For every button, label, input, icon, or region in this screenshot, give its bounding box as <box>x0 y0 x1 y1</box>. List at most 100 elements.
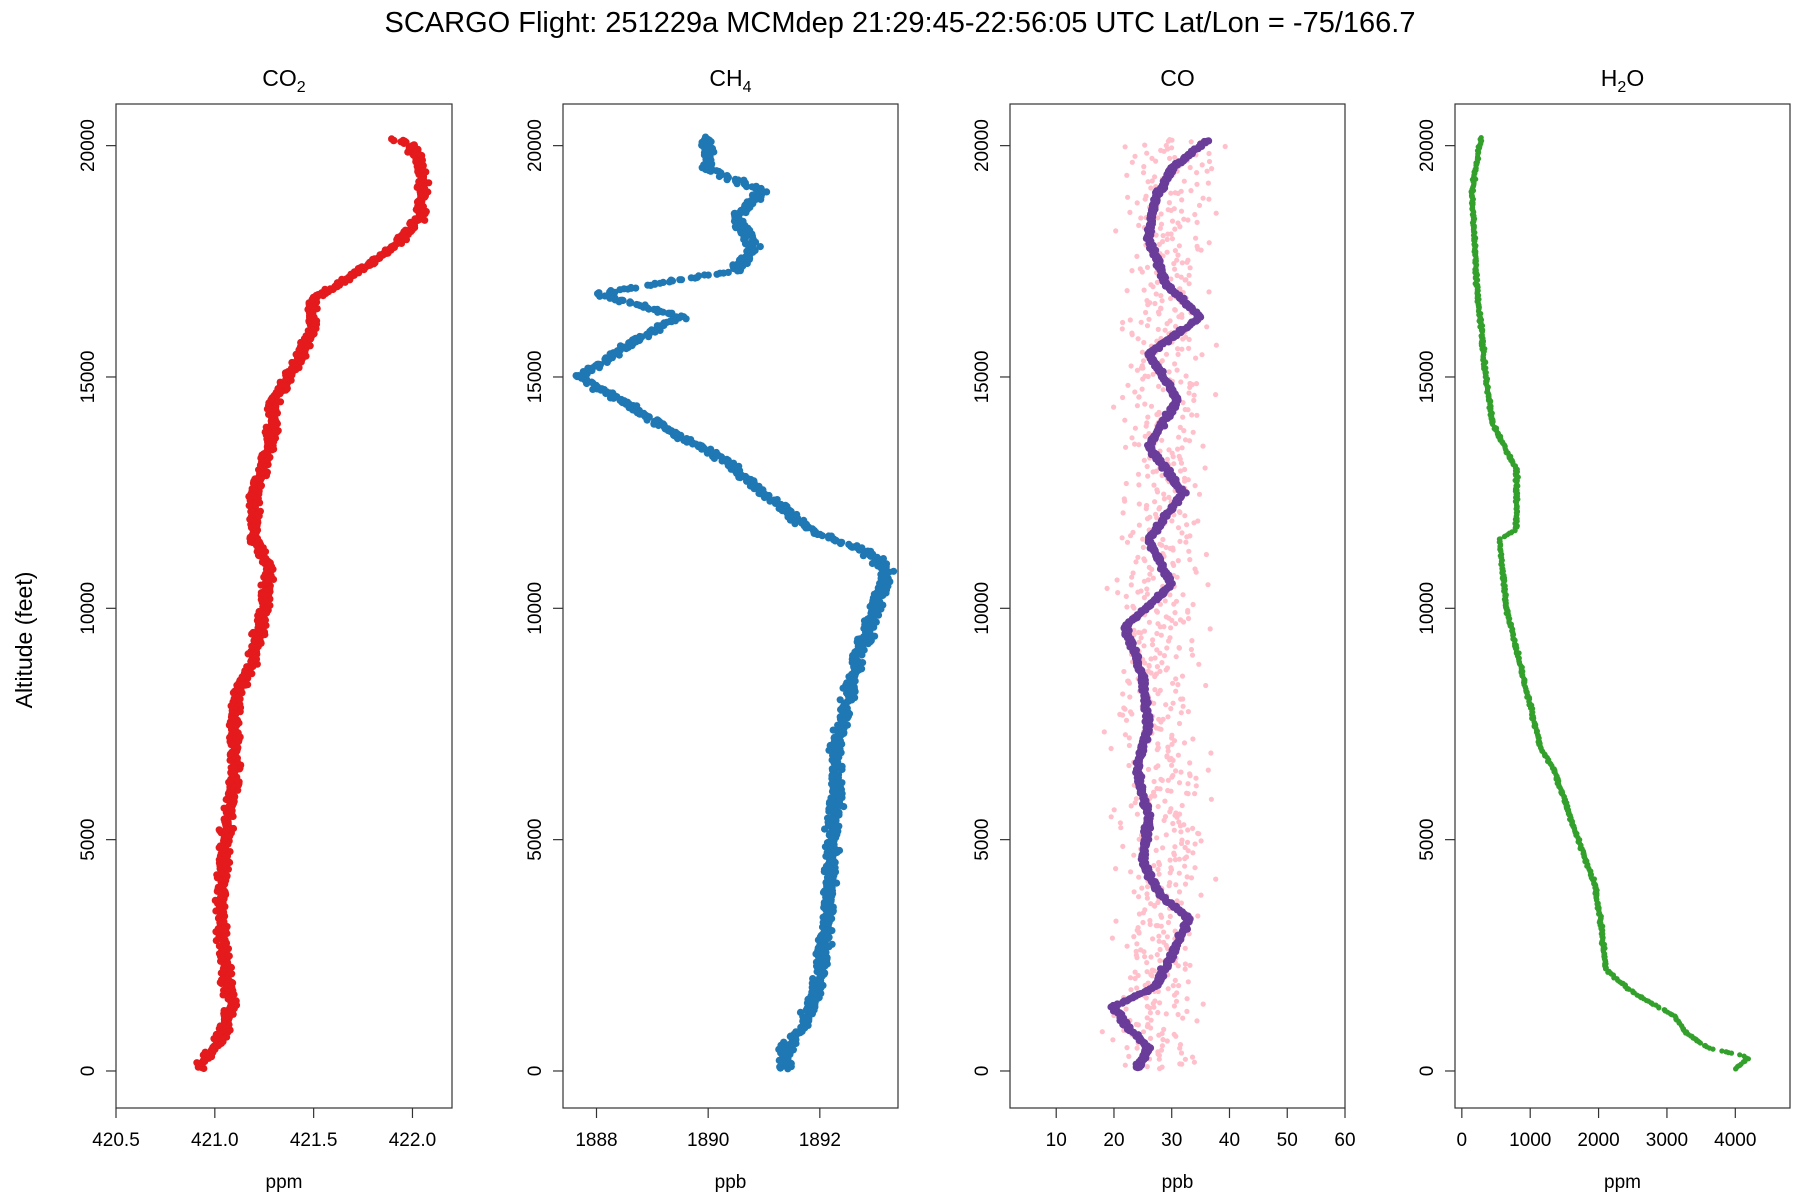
data-point <box>1136 522 1142 528</box>
data-point <box>1208 750 1214 756</box>
data-point <box>1120 691 1126 697</box>
data-point <box>1142 373 1148 379</box>
data-point <box>1146 564 1152 571</box>
x-tick-label: 420.5 <box>92 1130 140 1151</box>
y-axis-label: Altitude (feet) <box>11 572 37 709</box>
data-point <box>1124 943 1130 949</box>
data-point <box>833 879 841 887</box>
points-co <box>1099 137 1228 1072</box>
data-point <box>1195 830 1201 836</box>
data-point <box>1205 180 1211 186</box>
data-point <box>1160 845 1166 851</box>
data-point <box>1179 802 1185 809</box>
data-point <box>1129 159 1135 165</box>
y-tick-label: 10000 <box>78 582 99 635</box>
data-point <box>1172 248 1178 254</box>
data-point <box>1175 525 1182 531</box>
data-point <box>1175 351 1181 357</box>
data-point <box>627 283 635 292</box>
data-point <box>1148 972 1154 978</box>
data-point <box>1165 714 1171 720</box>
data-point <box>1147 1035 1154 1041</box>
data-point <box>1171 261 1177 267</box>
data-point <box>1133 796 1139 802</box>
data-point <box>748 191 757 199</box>
data-point <box>1179 530 1185 536</box>
data-point <box>632 402 640 410</box>
data-point <box>1172 844 1178 850</box>
x-tick-label: 1892 <box>799 1130 841 1151</box>
data-point <box>1129 435 1135 441</box>
data-point <box>1147 514 1153 520</box>
series-co-1 <box>1107 137 1213 1072</box>
data-point <box>1157 1000 1163 1006</box>
data-point <box>1185 257 1191 263</box>
data-point <box>1170 772 1176 779</box>
data-point <box>1176 434 1182 440</box>
data-point <box>1159 660 1165 666</box>
data-point <box>1138 588 1144 594</box>
data-point <box>1167 913 1173 920</box>
data-point <box>1206 196 1212 202</box>
data-point <box>1166 447 1172 453</box>
data-point <box>1144 1015 1150 1021</box>
data-point <box>1165 744 1171 750</box>
data-point <box>216 1022 224 1030</box>
data-point <box>1140 919 1146 926</box>
data-point <box>665 309 674 317</box>
data-point <box>1122 732 1128 738</box>
data-point <box>1155 763 1161 769</box>
data-point <box>1150 637 1156 643</box>
data-point <box>1164 249 1170 255</box>
data-point <box>829 726 837 734</box>
data-point <box>1182 406 1188 413</box>
data-point <box>1124 172 1130 178</box>
data-point <box>1168 788 1174 794</box>
data-point <box>677 312 685 320</box>
data-point <box>1136 394 1142 400</box>
data-point <box>1144 323 1151 329</box>
data-point <box>683 435 691 443</box>
data-point <box>1186 390 1192 396</box>
data-point <box>1186 281 1192 287</box>
data-point <box>1155 866 1161 873</box>
data-point <box>1119 535 1125 541</box>
data-point <box>1144 891 1150 897</box>
data-point <box>1173 654 1179 660</box>
data-point <box>1128 363 1134 369</box>
data-point <box>1174 272 1180 279</box>
data-point <box>616 296 625 304</box>
data-point <box>1164 753 1170 759</box>
data-point <box>1108 814 1114 820</box>
data-point <box>1173 810 1179 816</box>
data-point <box>1187 771 1193 777</box>
data-point <box>338 275 346 283</box>
data-point <box>1141 287 1147 293</box>
data-point <box>1172 226 1178 232</box>
data-point <box>1173 688 1179 694</box>
data-point <box>1144 264 1151 270</box>
data-point <box>1161 929 1167 935</box>
data-point <box>1141 457 1147 463</box>
data-point <box>724 456 732 464</box>
y-tick-label: 20000 <box>525 119 546 172</box>
data-point <box>676 276 684 284</box>
data-point <box>1159 437 1165 443</box>
data-point <box>1118 825 1124 831</box>
data-point <box>701 133 710 141</box>
data-point <box>735 462 743 470</box>
data-point <box>1156 1056 1162 1062</box>
data-point <box>1126 742 1132 749</box>
data-point <box>1198 838 1204 844</box>
data-point <box>1141 628 1148 634</box>
data-point <box>1176 870 1182 876</box>
data-point <box>1172 977 1178 984</box>
data-point <box>1146 619 1152 625</box>
data-point <box>1155 988 1161 995</box>
data-point <box>1165 207 1171 213</box>
data-point <box>1154 647 1160 653</box>
data-point <box>1163 544 1169 551</box>
data-point <box>1175 752 1181 758</box>
